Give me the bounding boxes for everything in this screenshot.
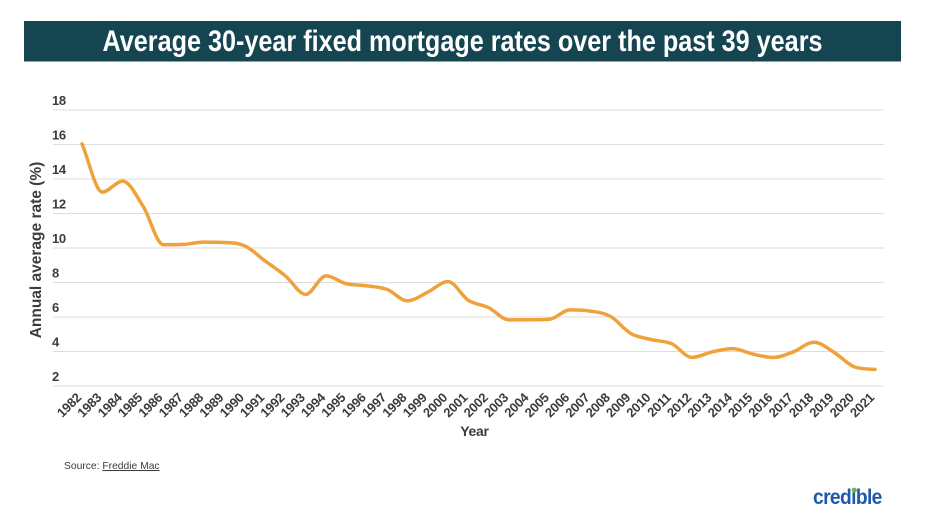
svg-text:10: 10 (52, 231, 66, 246)
svg-text:Year: Year (460, 423, 489, 439)
svg-text:16: 16 (52, 128, 66, 143)
svg-text:8: 8 (52, 266, 59, 281)
svg-text:Source: Freddie Mac: Source: Freddie Mac (64, 461, 160, 472)
svg-text:12: 12 (52, 197, 66, 212)
svg-text:6: 6 (52, 300, 59, 315)
svg-text:credible: credible (813, 486, 882, 509)
svg-text:Annual average rate (%): Annual average rate (%) (28, 162, 45, 339)
svg-text:2: 2 (52, 369, 59, 384)
svg-text:14: 14 (52, 162, 67, 177)
svg-text:4: 4 (52, 335, 60, 350)
svg-text:18: 18 (52, 93, 66, 108)
svg-text:Average 30-year fixed mortgage: Average 30-year fixed mortgage rates ove… (103, 24, 823, 57)
